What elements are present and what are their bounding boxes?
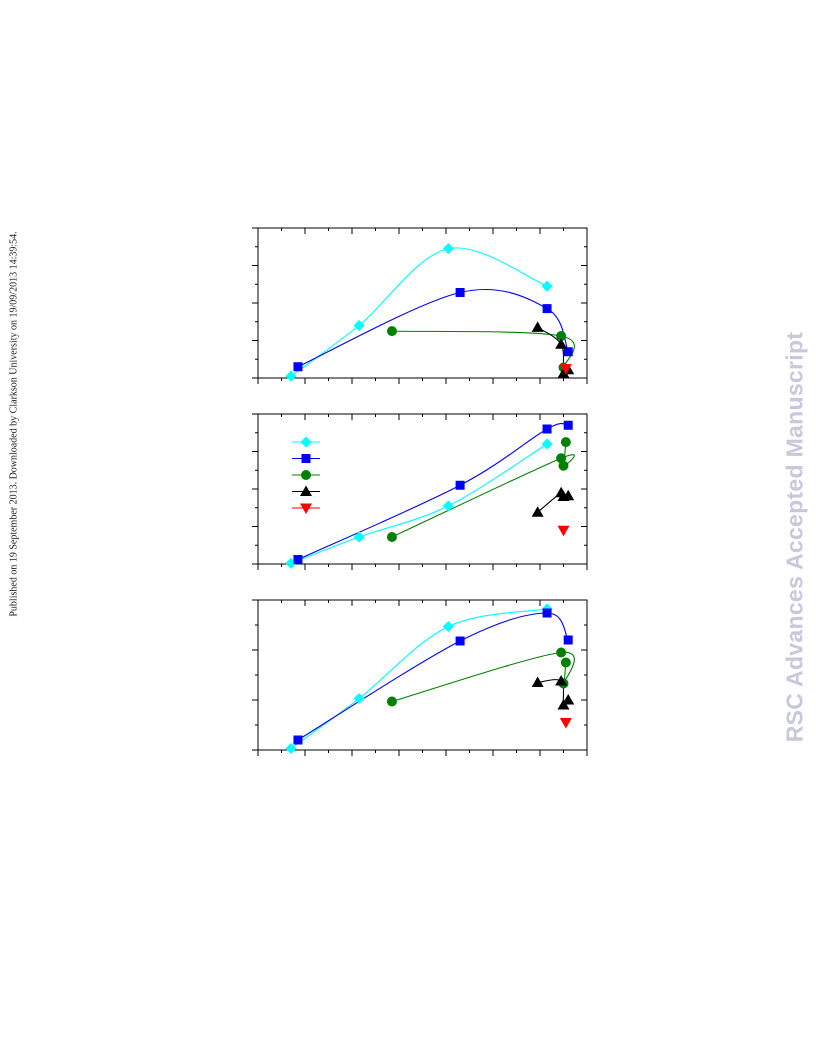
data-point-s4-4 <box>562 694 575 705</box>
data-point-s4-4 <box>562 489 575 501</box>
series-line-1 <box>290 247 548 377</box>
data-point-s2-4 <box>563 635 573 645</box>
series-line-1 <box>290 608 548 749</box>
data-point-s1-2 <box>353 693 365 704</box>
data-point-s4-1 <box>531 506 544 517</box>
series-line-1 <box>290 443 548 564</box>
series-line-2 <box>297 288 569 368</box>
chart-panel-3 <box>252 599 588 756</box>
legend-marker-4 <box>300 485 312 496</box>
data-point-s4-2 <box>555 338 568 349</box>
data-point-s4-2 <box>555 675 568 686</box>
data-point-s5-1 <box>557 525 570 537</box>
data-point-s5-1 <box>559 364 572 375</box>
data-point-s2-4 <box>563 347 573 357</box>
data-point-s1-2 <box>353 320 365 331</box>
data-point-s4-1 <box>531 321 544 332</box>
data-point-s3-2 <box>556 647 567 658</box>
data-point-s3-4 <box>560 437 571 448</box>
data-point-s3-1 <box>386 532 397 542</box>
data-point-s1-3 <box>442 621 454 632</box>
data-point-s3-3 <box>558 460 569 471</box>
data-point-s5-1 <box>559 718 572 729</box>
data-point-s1-1 <box>285 743 297 754</box>
series-line-2 <box>297 423 569 561</box>
plot-frame <box>257 599 588 751</box>
plot-frame <box>257 227 588 379</box>
series-line-3 <box>391 651 575 703</box>
data-point-s2-1 <box>293 362 303 372</box>
data-point-s1-1 <box>285 370 297 382</box>
data-point-s2-2 <box>455 480 465 490</box>
data-point-s1-2 <box>353 531 365 543</box>
series-line-3 <box>391 330 575 368</box>
legend-marker-3 <box>301 470 311 480</box>
data-point-s3-1 <box>386 326 397 337</box>
data-point-s1-3 <box>442 243 454 255</box>
data-point-s1-4 <box>541 280 553 292</box>
legend-marker-2 <box>301 454 311 463</box>
chart-panel-1 <box>252 227 588 384</box>
data-point-s1-4 <box>541 438 553 450</box>
data-point-s3-4 <box>560 657 571 668</box>
data-point-s2-1 <box>293 735 303 745</box>
legend-marker-5 <box>300 503 312 514</box>
series-line-3 <box>391 442 575 538</box>
series-line-2 <box>297 612 569 741</box>
data-point-s3-2 <box>556 331 567 341</box>
data-point-s3-2 <box>556 453 567 464</box>
chart-panel-2 <box>252 413 588 570</box>
data-point-s2-2 <box>455 636 465 646</box>
data-point-s2-3 <box>542 424 552 434</box>
data-point-s2-3 <box>542 608 552 618</box>
data-point-s2-2 <box>455 288 465 297</box>
data-point-s2-1 <box>293 555 303 564</box>
legend <box>292 436 320 514</box>
legend-marker-1 <box>300 436 312 448</box>
data-point-s2-3 <box>542 304 552 314</box>
data-point-s1-3 <box>442 500 454 512</box>
data-point-s3-1 <box>386 696 397 707</box>
data-point-s2-4 <box>563 420 573 430</box>
data-point-s4-1 <box>531 676 544 687</box>
